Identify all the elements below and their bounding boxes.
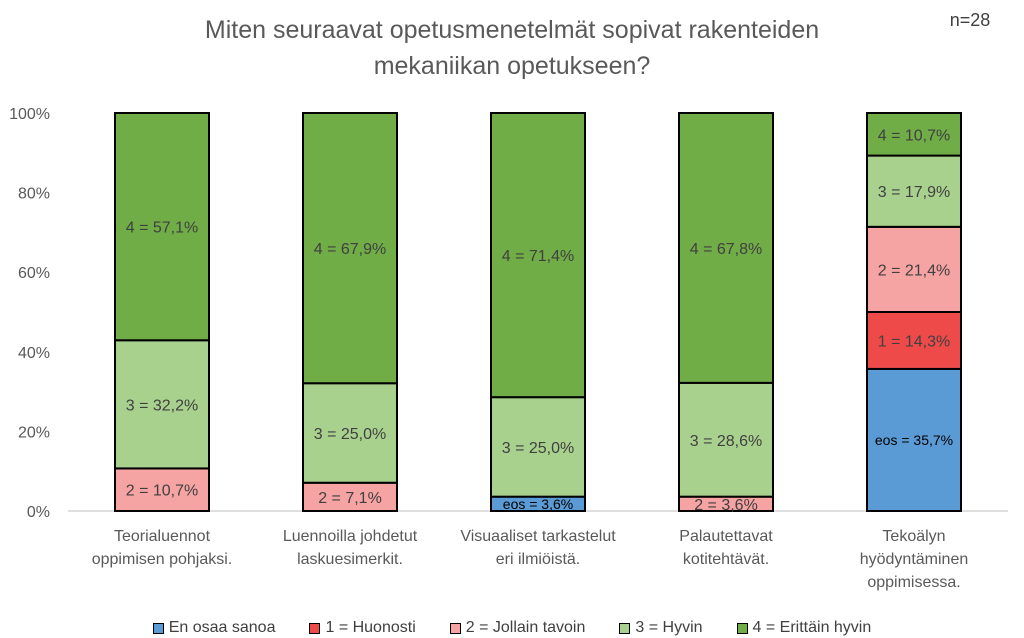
bar-segment <box>490 396 586 498</box>
x-tick-label: oppimisessa. <box>867 574 960 591</box>
data-label: 3 = 28,6% <box>690 433 763 450</box>
y-tick-label: 0% <box>27 504 50 521</box>
y-tick-label: 40% <box>18 345 50 362</box>
chart-title: Miten seuraavat opetusmenetelmät sopivat… <box>205 16 819 80</box>
data-label: eos = 3,6% <box>503 496 573 512</box>
bar-segment <box>114 339 210 470</box>
x-tick-label: kotitehtävät. <box>683 551 769 568</box>
legend-item: En osaa sanoa <box>152 619 276 637</box>
x-axis-labels: Teorialuennot oppimisen pohjaksi. Luennoil… <box>92 528 969 591</box>
x-tick-label: oppimisen pohjaksi. <box>92 551 233 568</box>
chart-title-line: Miten seuraavat opetusmenetelmät sopivat… <box>205 16 819 44</box>
x-tick-label: Visuaaliset tarkastelut <box>460 528 616 545</box>
bar-segment <box>302 382 398 484</box>
y-tick-label: 20% <box>18 424 50 441</box>
x-tick-label: Luennoilla johdetut <box>283 528 418 545</box>
data-label: 3 = 17,9% <box>878 184 951 201</box>
bar-segment <box>866 311 962 370</box>
bar-segment <box>302 481 398 513</box>
data-label: 1 = 14,3% <box>878 333 951 350</box>
data-label: 3 = 25,0% <box>314 426 387 443</box>
bar-segment <box>866 112 962 157</box>
legend-label: 4 = Erittäin hyvin <box>752 619 872 636</box>
bar-segment <box>114 467 210 512</box>
legend-swatch <box>736 622 748 634</box>
data-label: 3 = 32,2% <box>126 397 199 414</box>
y-tick-label: 100% <box>9 106 50 123</box>
legend-item: 4 = Erittäin hyvin <box>736 619 872 637</box>
legend: En osaa sanoa 1 = Huonosti 2 = Jollain tav… <box>0 618 1024 638</box>
data-label: 4 = 10,7% <box>878 127 951 144</box>
legend-swatch <box>619 622 631 634</box>
bar-segment <box>114 112 210 342</box>
data-label: 2 = 3,6% <box>694 497 758 514</box>
chart-title-line: mekaniikan opetukseen? <box>374 52 651 80</box>
legend-item: 2 = Jollain tavoin <box>449 619 586 637</box>
legend-label: 1 = Huonosti <box>325 619 416 636</box>
data-label: 4 = 57,1% <box>126 220 199 237</box>
y-tick-label: 80% <box>18 186 50 203</box>
x-tick-label: Teorialuennot <box>114 528 211 545</box>
legend-swatch <box>152 622 164 634</box>
data-label: eos = 35,7% <box>875 432 953 448</box>
legend-label: 3 = Hyvin <box>635 619 703 636</box>
legend-swatch <box>449 622 461 634</box>
data-label: 2 = 21,4% <box>878 262 951 279</box>
data-label: 4 = 67,8% <box>690 241 763 258</box>
data-label: 3 = 25,0% <box>502 440 575 457</box>
bar-segment <box>866 154 962 228</box>
x-tick-label: laskuesimerkit. <box>297 551 403 568</box>
bar-segment <box>302 112 398 385</box>
bar-segment <box>678 381 774 498</box>
x-tick-label: Palautettavat <box>679 528 773 545</box>
legend-label: 2 = Jollain tavoin <box>465 619 586 636</box>
bar-segment <box>866 225 962 313</box>
legend-swatch <box>309 622 321 634</box>
x-tick-label: eri ilmiöistä. <box>496 551 580 568</box>
bars: 2 = 10,7% 3 = 32,2% 4 = 57,1% 2 = 7,1% 3 = 2… <box>114 112 962 514</box>
x-tick-label: hyödyntäminen <box>860 551 969 568</box>
y-tick-label: 60% <box>18 265 50 282</box>
legend-item: 3 = Hyvin <box>619 619 703 637</box>
legend-item: 1 = Huonosti <box>309 619 416 637</box>
legend-label: En osaa sanoa <box>168 619 276 636</box>
data-label: 4 = 67,9% <box>314 241 387 258</box>
sample-size-note: n=28 <box>950 10 991 30</box>
data-label: 2 = 10,7% <box>126 483 199 500</box>
bar-segment <box>490 112 586 399</box>
data-label: 4 = 71,4% <box>502 248 575 265</box>
bar-segment <box>678 112 774 384</box>
x-tick-label: Tekoälyn <box>882 528 945 545</box>
data-label: 2 = 7,1% <box>318 490 382 507</box>
